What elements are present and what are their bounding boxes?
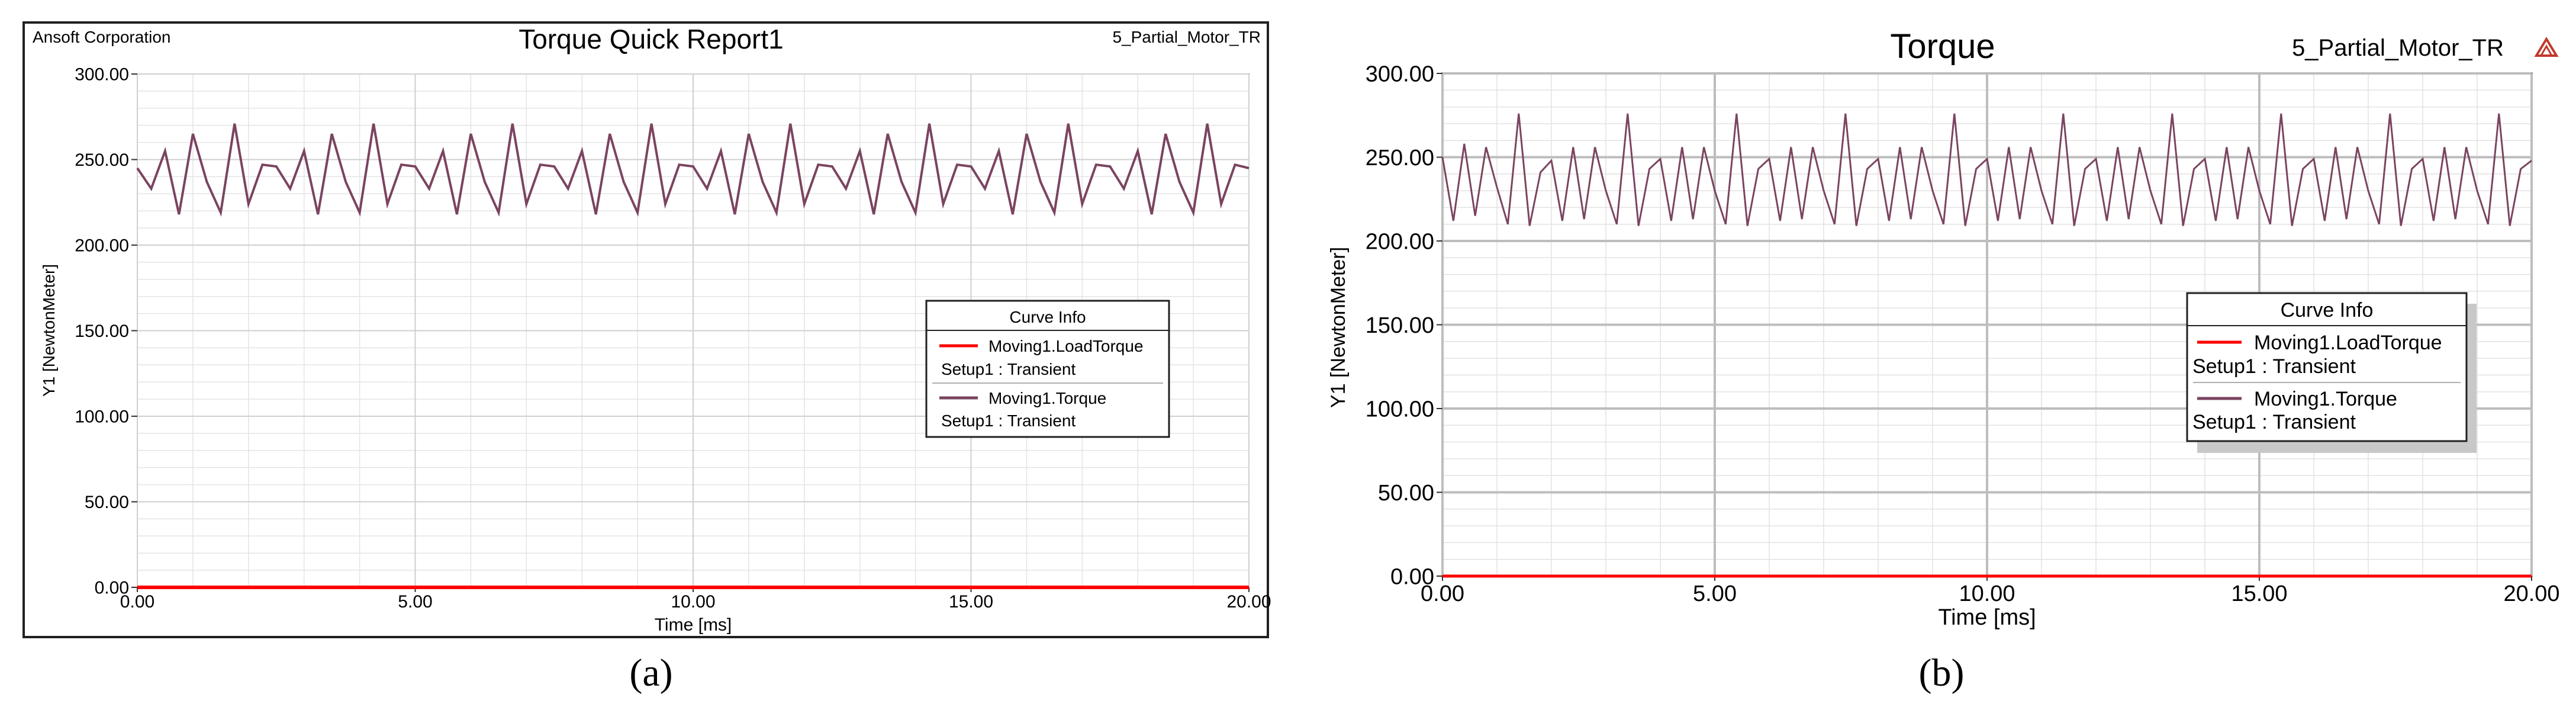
chart-b-y-tick-label: 200.00 — [1366, 229, 1434, 254]
chart-a-legend-loadtorque-setup: Setup1 : Transient — [941, 360, 1076, 378]
chart-b: Torque 5_Partial_Motor_TR 0.00 50.00 100.0… — [1327, 27, 2560, 695]
chart-b-x-ticks: 0.00 5.00 10.00 15.00 20.00 — [1421, 576, 2560, 606]
chart-b-project: 5_Partial_Motor_TR — [2292, 35, 2504, 61]
panel-b-caption: (b) — [1919, 651, 1965, 695]
chart-b-title: Torque — [1890, 27, 1995, 66]
chart-b-y-tick-label: 150.00 — [1366, 313, 1434, 338]
panel-a-caption: (a) — [629, 651, 672, 695]
chart-b-legend-box — [2186, 292, 2468, 442]
chart-b-legend-loadtorque-name: Moving1.LoadTorque — [2254, 332, 2442, 354]
chart-b-y-tick-label: 0.00 — [1390, 564, 1434, 589]
ansoft-logo-icon — [2534, 37, 2559, 57]
chart-b-y-tick-label: 250.00 — [1366, 146, 1434, 171]
chart-b-series — [1441, 113, 2532, 578]
chart-a-y-tick-label: 150.00 — [75, 321, 129, 341]
chart-a-y-tick-label: 300.00 — [75, 65, 129, 85]
chart-a-legend-box — [925, 300, 1170, 438]
chart-b-legend-torque-setup: Setup1 : Transient — [2192, 411, 2356, 433]
chart-a-company: Ansoft Corporation — [33, 28, 170, 46]
chart-b-legend-torque-name: Moving1.Torque — [2254, 388, 2397, 410]
chart-b-x-tick-label: 5.00 — [1693, 581, 1737, 606]
chart-b-x-tick-label: 0.00 — [1421, 581, 1464, 606]
chart-a-y-tick-label: 50.00 — [85, 493, 129, 512]
chart-a-x-tick-label: 5.00 — [398, 592, 432, 612]
chart-a-x-ticks: 0.00 5.00 10.00 15.00 20.00 — [120, 587, 1271, 612]
chart-b-x-tick-label: 15.00 — [2231, 581, 2287, 606]
chart-a-legend-loadtorque-name: Moving1.LoadTorque — [988, 337, 1144, 355]
chart-a-series-torque-line — [136, 123, 1250, 217]
chart-a-y-tick-label: 0.00 — [95, 578, 129, 598]
chart-b-legend-title: Curve Info — [2281, 299, 2374, 321]
chart-b-legend-loadtorque-setup: Setup1 : Transient — [2192, 355, 2356, 378]
chart-b-xlabel: Time [ms] — [1938, 605, 2036, 630]
chart-a-y-tick-label: 100.00 — [75, 407, 129, 427]
chart-a-series — [136, 123, 1250, 589]
chart-b-x-tick-label: 20.00 — [2503, 581, 2559, 606]
chart-a-project: 5_Partial_Motor_TR — [1112, 28, 1261, 46]
chart-b-ylabel: Y1 [NewtonMeter] — [1327, 247, 1350, 408]
chart-b-y-tick-label: 100.00 — [1366, 397, 1434, 422]
chart-a-x-tick-label: 15.00 — [949, 592, 993, 612]
chart-b-series-torque-line — [1441, 113, 2532, 226]
chart-a-legend-torque-name: Moving1.Torque — [988, 389, 1106, 407]
chart-a-x-tick-label: 10.00 — [671, 592, 715, 612]
chart-a-y-tick-label: 250.00 — [75, 150, 129, 170]
chart-a-y-ticks: 0.00 50.00 100.00 150.00 200.00 250.00 300.00 — [75, 65, 137, 598]
chart-b-y-ticks: 0.00 50.00 100.00 150.00 200.00 250.00 300.00 — [1366, 62, 1442, 589]
chart-a: Ansoft Corporation Torque Quick Report1 … — [22, 21, 1271, 695]
chart-b-legend: Curve Info Moving1.LoadTorque Setup1 : T… — [2186, 292, 2477, 453]
chart-a-ylabel: Y1 [NewtonMeter] — [40, 264, 58, 397]
chart-b-y-tick-label: 300.00 — [1366, 62, 1434, 86]
chart-b-y-tick-label: 50.00 — [1378, 481, 1434, 506]
chart-a-xlabel: Time [ms] — [655, 615, 732, 635]
chart-a-grid — [137, 73, 1250, 588]
chart-a-legend-title: Curve Info — [1009, 308, 1086, 326]
chart-a-legend-torque-setup: Setup1 : Transient — [941, 411, 1076, 430]
chart-a-y-tick-label: 200.00 — [75, 236, 129, 256]
chart-a-x-tick-label: 0.00 — [120, 592, 154, 612]
chart-b-x-tick-label: 10.00 — [1959, 581, 2015, 606]
chart-a-x-tick-label: 20.00 — [1226, 592, 1271, 612]
chart-a-legend: Curve Info Moving1.LoadTorque Setup1 : T… — [925, 300, 1170, 438]
chart-a-title: Torque Quick Report1 — [519, 24, 783, 54]
